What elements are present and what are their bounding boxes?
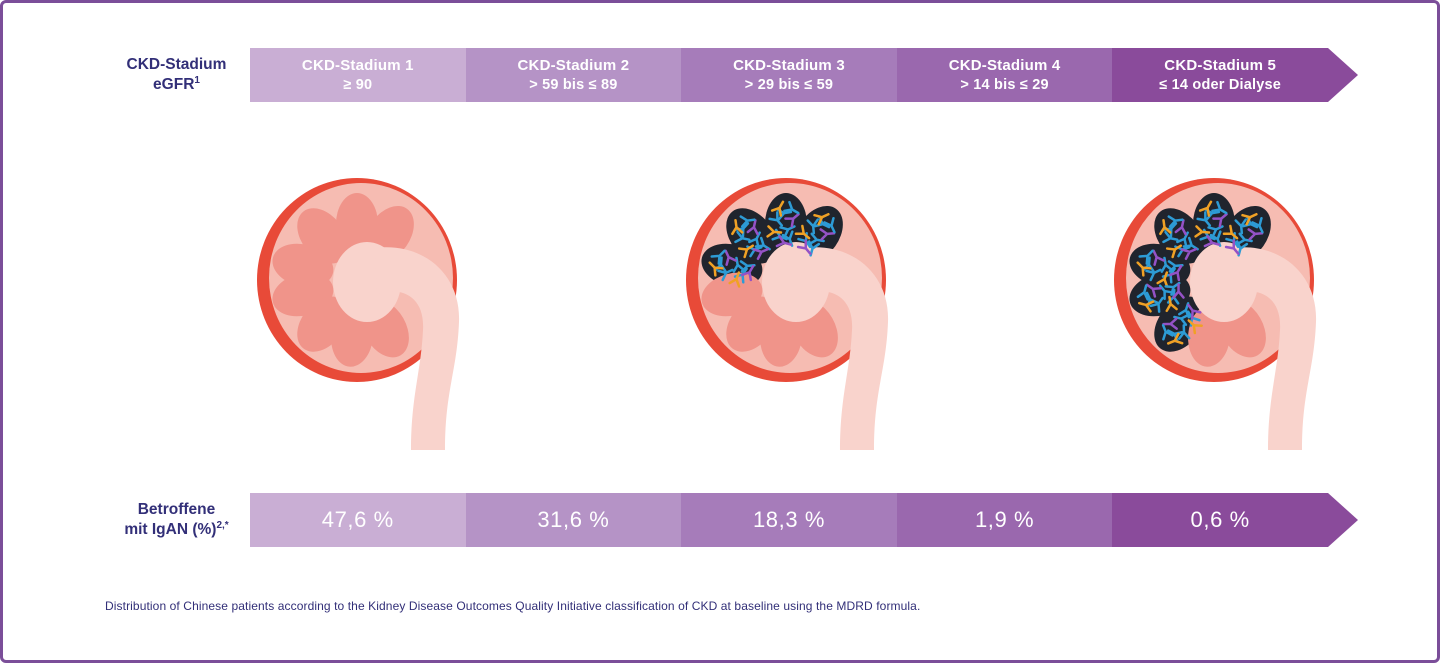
stage-title: CKD-Stadium 5 — [1164, 57, 1277, 74]
percentage-value: 0,6 % — [1190, 507, 1250, 532]
percentage-segment-4: 1,9 % — [896, 493, 1113, 547]
igan-percentage-row: Betroffene mit IgAN (%)2,* 47,6 % 31,6 %… — [3, 493, 1437, 547]
kidney-illustration-row — [3, 150, 1437, 455]
percentage-value: 47,6 % — [321, 507, 394, 532]
igan-axis-label: Betroffene mit IgAN (%)2,* — [103, 500, 250, 540]
egfr-axis-label: CKD-Stadium eGFR1 — [103, 55, 250, 95]
ckd-stage-row: CKD-Stadium eGFR1 CKD-Stadium 1 ≥ 90 CKD… — [3, 48, 1437, 102]
stage-title: CKD-Stadium 2 — [517, 57, 630, 74]
kidney-cell-stage1 — [250, 150, 470, 455]
stage-segment-1: CKD-Stadium 1 ≥ 90 — [250, 48, 466, 102]
stage-range: > 29 bis ≤ 59 — [744, 77, 834, 93]
stage-segment-5: CKD-Stadium 5 ≤ 14 oder Dialyse — [1112, 48, 1328, 102]
igan-label-superscript: 2,* — [216, 519, 229, 531]
moderately-affected-kidney-icon — [685, 178, 888, 450]
percentage-band-arrow-icon — [1327, 493, 1358, 547]
stage-range: ≤ 14 oder Dialyse — [1159, 77, 1282, 93]
igan-label-line2: mit IgAN (%) — [124, 521, 217, 539]
stage-segment-3: CKD-Stadium 3 > 29 bis ≤ 59 — [681, 48, 897, 102]
stage-title: CKD-Stadium 4 — [948, 57, 1061, 74]
percentage-segment-3: 18,3 % — [681, 493, 897, 547]
kidney-cell-stage3 — [679, 150, 899, 455]
stage-title: CKD-Stadium 1 — [301, 57, 414, 74]
percentage-segment-1: 47,6 % — [250, 493, 466, 547]
healthy-kidney-icon — [257, 178, 460, 450]
kidney-cell-spacer — [470, 150, 679, 455]
stage-band-arrow-icon — [1327, 48, 1358, 102]
igan-percentage-band: 47,6 % 31,6 % 18,3 % 1,9 % 0,6 % — [250, 493, 1358, 547]
percentage-segment-5: 0,6 % — [1112, 493, 1328, 547]
kidney-cell-stage5 — [1107, 150, 1327, 455]
stage-range: ≥ 90 — [343, 77, 373, 93]
stage-segment-4: CKD-Stadium 4 > 14 bis ≤ 29 — [896, 48, 1113, 102]
percentage-value: 18,3 % — [752, 507, 826, 532]
egfr-label-superscript: 1 — [194, 74, 200, 86]
egfr-label-line1: CKD-Stadium — [126, 56, 227, 74]
percentage-segment-2: 31,6 % — [465, 493, 682, 547]
severely-affected-kidney-icon — [1114, 178, 1317, 450]
ckd-stage-band: CKD-Stadium 1 ≥ 90 CKD-Stadium 2 > 59 bi… — [250, 48, 1358, 102]
stage-segment-2: CKD-Stadium 2 > 59 bis ≤ 89 — [465, 48, 682, 102]
egfr-label-line2: eGFR — [153, 76, 195, 94]
stage-range: > 59 bis ≤ 89 — [529, 77, 618, 93]
percentage-value: 31,6 % — [537, 507, 610, 532]
stage-range: > 14 bis ≤ 29 — [960, 77, 1049, 93]
kidney-cell-spacer — [899, 150, 1108, 455]
stage-title: CKD-Stadium 3 — [733, 57, 845, 74]
percentage-value: 1,9 % — [974, 507, 1035, 532]
igan-label-line1: Betroffene — [137, 501, 216, 519]
footnote-text: Distribution of Chinese patients accordi… — [105, 599, 921, 613]
